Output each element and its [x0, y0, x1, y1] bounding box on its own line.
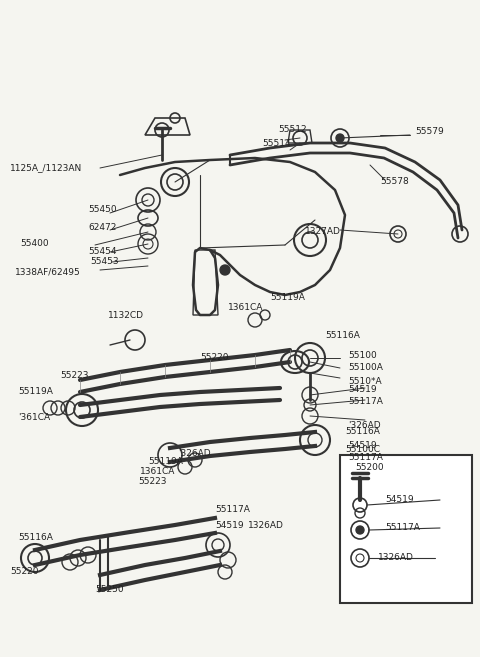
Text: 55220: 55220 — [10, 568, 38, 576]
Text: 62472: 62472 — [88, 223, 116, 233]
Text: 55514: 55514 — [262, 139, 290, 148]
Text: 54519: 54519 — [348, 440, 377, 449]
Text: 55100: 55100 — [348, 350, 377, 359]
Text: 55117A: 55117A — [385, 522, 420, 532]
Circle shape — [336, 134, 344, 142]
Text: 55117A: 55117A — [348, 453, 383, 461]
Text: 55200: 55200 — [355, 463, 384, 472]
Text: 55223: 55223 — [60, 371, 88, 380]
Text: 55400: 55400 — [20, 240, 48, 248]
Text: 55512: 55512 — [278, 125, 307, 135]
Text: 55220: 55220 — [200, 353, 228, 363]
Text: 55117A: 55117A — [215, 505, 250, 514]
Text: 55454: 55454 — [88, 248, 117, 256]
Text: '361CA: '361CA — [18, 413, 50, 422]
Text: 1132CD: 1132CD — [108, 311, 144, 319]
Text: 1327AD: 1327AD — [305, 227, 341, 237]
Text: 55116A: 55116A — [18, 533, 53, 543]
Text: 1125A_/1123AN: 1125A_/1123AN — [10, 164, 82, 173]
Text: 55116A: 55116A — [345, 428, 380, 436]
Text: 55223: 55223 — [138, 478, 167, 486]
Text: 5510*A: 5510*A — [348, 376, 382, 386]
Text: 55100A: 55100A — [348, 363, 383, 373]
Text: '326AD: '326AD — [348, 420, 381, 430]
Text: 1361CA: 1361CA — [140, 468, 175, 476]
Text: 54519: 54519 — [348, 386, 377, 394]
Text: '326AD: '326AD — [178, 449, 211, 457]
Text: 55453: 55453 — [90, 258, 119, 267]
Text: 55450: 55450 — [88, 206, 117, 214]
Text: 1361CA: 1361CA — [228, 304, 264, 313]
Text: 55250: 55250 — [95, 585, 124, 595]
Polygon shape — [340, 455, 472, 603]
Text: 55119A: 55119A — [148, 457, 183, 466]
Text: 55117A: 55117A — [348, 397, 383, 407]
Text: 1326AD: 1326AD — [378, 553, 414, 562]
Text: 54519: 54519 — [385, 495, 414, 505]
Text: 55119A: 55119A — [18, 388, 53, 397]
Text: 54519: 54519 — [215, 520, 244, 530]
Text: 55100C: 55100C — [345, 445, 380, 455]
Text: 55119A: 55119A — [270, 294, 305, 302]
Text: 55116A: 55116A — [325, 330, 360, 340]
Circle shape — [356, 526, 364, 534]
Circle shape — [220, 265, 230, 275]
Text: 1338AF/62495: 1338AF/62495 — [15, 267, 81, 277]
Text: 1326AD: 1326AD — [248, 520, 284, 530]
Text: 55578: 55578 — [380, 177, 409, 187]
Text: 55579: 55579 — [415, 127, 444, 137]
